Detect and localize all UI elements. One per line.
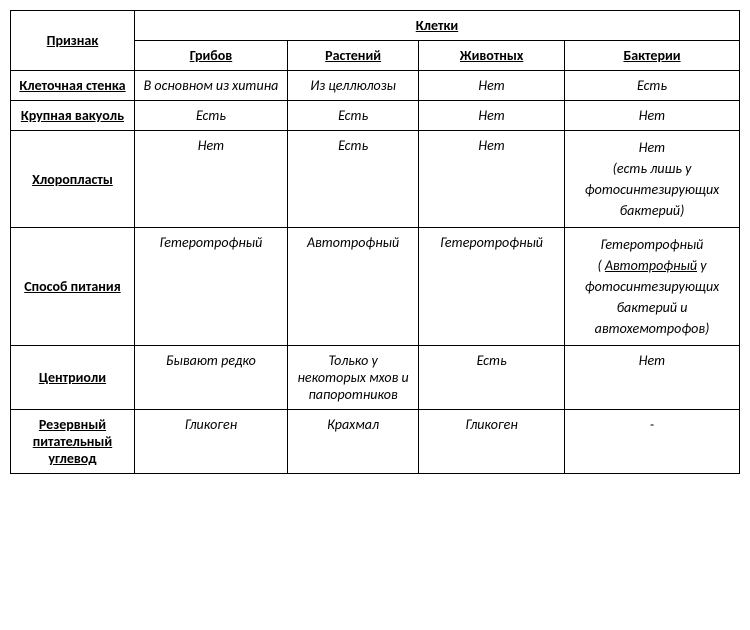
corner-header: Признак	[11, 11, 135, 71]
cell: Гетеротрофный	[134, 228, 287, 346]
comparison-table: Признак Клетки Грибов Растений Животных …	[10, 10, 740, 474]
cell: Только у некоторых мхов и папоротников	[288, 346, 419, 410]
cell: Нет	[565, 346, 740, 410]
table-row: Хлоропласты Нет Есть Нет Нет (есть лишь …	[11, 131, 740, 228]
row-label: Центриоли	[11, 346, 135, 410]
row-label: Крупная вакуоль	[11, 101, 135, 131]
cell: Нет	[419, 71, 565, 101]
table-row: Резервный питательный углевод Гликоген К…	[11, 410, 740, 474]
cell-special: Гетеротрофный ( Автотрофный у фотосинтез…	[565, 228, 740, 346]
col-header-3: Бактерии	[565, 41, 740, 71]
cell-line: Нет	[639, 139, 665, 156]
header-row-1: Признак Клетки	[11, 11, 740, 41]
cell-underlined: Автотрофный	[605, 257, 697, 274]
cell: Есть	[565, 71, 740, 101]
cell: Нет	[565, 101, 740, 131]
cell: Есть	[288, 131, 419, 228]
cell-line: Гетеротрофный	[601, 236, 704, 253]
cell: Нет	[134, 131, 287, 228]
cell-paren-open: (	[598, 257, 605, 274]
row-label: Способ питания	[11, 228, 135, 346]
table-row: Крупная вакуоль Есть Есть Нет Нет	[11, 101, 740, 131]
cell: -	[565, 410, 740, 474]
table-row: Клеточная стенка В основном из хитина Из…	[11, 71, 740, 101]
col-header-1: Растений	[288, 41, 419, 71]
cell: Бывают редко	[134, 346, 287, 410]
row-label: Клеточная стенка	[11, 71, 135, 101]
cell: Крахмал	[288, 410, 419, 474]
cell: Есть	[134, 101, 287, 131]
cell: Гликоген	[419, 410, 565, 474]
table-row: Центриоли Бывают редко Только у некоторы…	[11, 346, 740, 410]
row-label: Резервный питательный углевод	[11, 410, 135, 474]
cell: Нет	[419, 101, 565, 131]
cell: Автотрофный	[288, 228, 419, 346]
row-label: Хлоропласты	[11, 131, 135, 228]
cell: Есть	[419, 346, 565, 410]
group-header: Клетки	[134, 11, 739, 41]
cell: Гетеротрофный	[419, 228, 565, 346]
cell-special: Нет (есть лишь у фотосинтезирующих бакте…	[565, 131, 740, 228]
cell: Нет	[419, 131, 565, 228]
table-row: Способ питания Гетеротрофный Автотрофный…	[11, 228, 740, 346]
cell-line: (есть лишь у фотосинтезирующих бактерий)	[585, 160, 719, 219]
cell: В основном из хитина	[134, 71, 287, 101]
cell: Гликоген	[134, 410, 287, 474]
col-header-0: Грибов	[134, 41, 287, 71]
col-header-2: Животных	[419, 41, 565, 71]
cell: Есть	[288, 101, 419, 131]
cell: Из целлюлозы	[288, 71, 419, 101]
